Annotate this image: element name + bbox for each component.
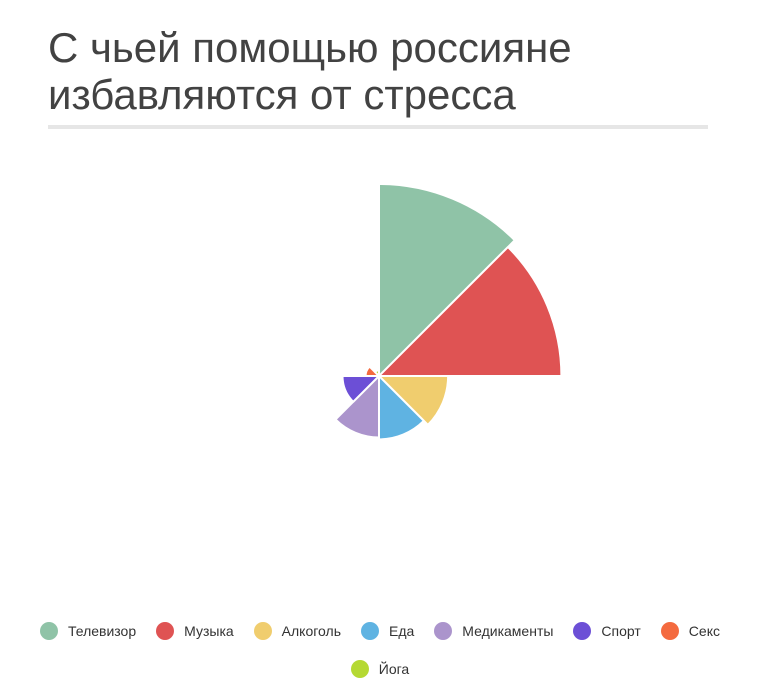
slice-4[interactable]: [378, 375, 425, 441]
legend-item[interactable]: Медикаменты: [434, 618, 553, 644]
legend-item[interactable]: Йога: [350, 656, 410, 682]
slice-2[interactable]: [378, 246, 563, 377]
legend-swatch: [40, 622, 58, 640]
slice-8[interactable]: [373, 369, 380, 377]
legend-label: Йога: [378, 661, 410, 677]
chart-legend: Телевизор Музыка Алкоголь Еда Медикаменты Спо…: [30, 618, 730, 682]
legend-label: Спорт: [601, 623, 641, 639]
slice-1[interactable]: [378, 183, 516, 377]
slice-6[interactable]: [341, 375, 380, 403]
legend-item[interactable]: Алкоголь: [253, 618, 341, 644]
legend-label: Телевизор: [68, 623, 137, 639]
legend-item[interactable]: Спорт: [573, 618, 641, 644]
slice-3[interactable]: [378, 375, 450, 426]
legend-swatch: [350, 660, 369, 678]
legend-swatch: [434, 622, 453, 640]
legend-label: Музыка: [184, 623, 234, 639]
legend-item[interactable]: Музыка: [156, 618, 234, 644]
legend-swatch: [253, 622, 272, 640]
slice-5[interactable]: [334, 375, 380, 439]
title-divider: [48, 125, 708, 129]
legend-item[interactable]: Телевизор: [40, 618, 136, 644]
legend-swatch: [660, 622, 679, 640]
legend-swatch: [361, 622, 379, 640]
legend-label: Еда: [389, 623, 415, 639]
legend-swatch: [573, 622, 592, 640]
legend-item[interactable]: Еда: [361, 618, 414, 644]
legend-label: Алкоголь: [281, 623, 341, 639]
legend-item[interactable]: Секс: [660, 618, 720, 644]
chart-title: С чьей помощью россияне избавляются от с…: [48, 24, 572, 118]
legend-label: Секс: [688, 623, 720, 639]
legend-swatch: [156, 622, 175, 640]
legend-label: Медикаменты: [462, 623, 554, 639]
